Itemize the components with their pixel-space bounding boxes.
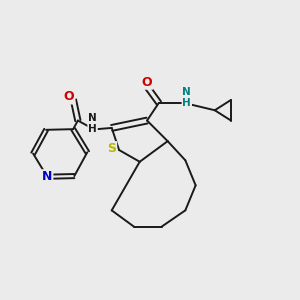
Text: N: N [42,170,52,183]
Text: O: O [64,91,74,103]
Text: O: O [142,76,152,89]
Text: N
H: N H [88,113,97,134]
Text: N
H: N H [182,87,191,108]
Text: S: S [107,142,116,155]
